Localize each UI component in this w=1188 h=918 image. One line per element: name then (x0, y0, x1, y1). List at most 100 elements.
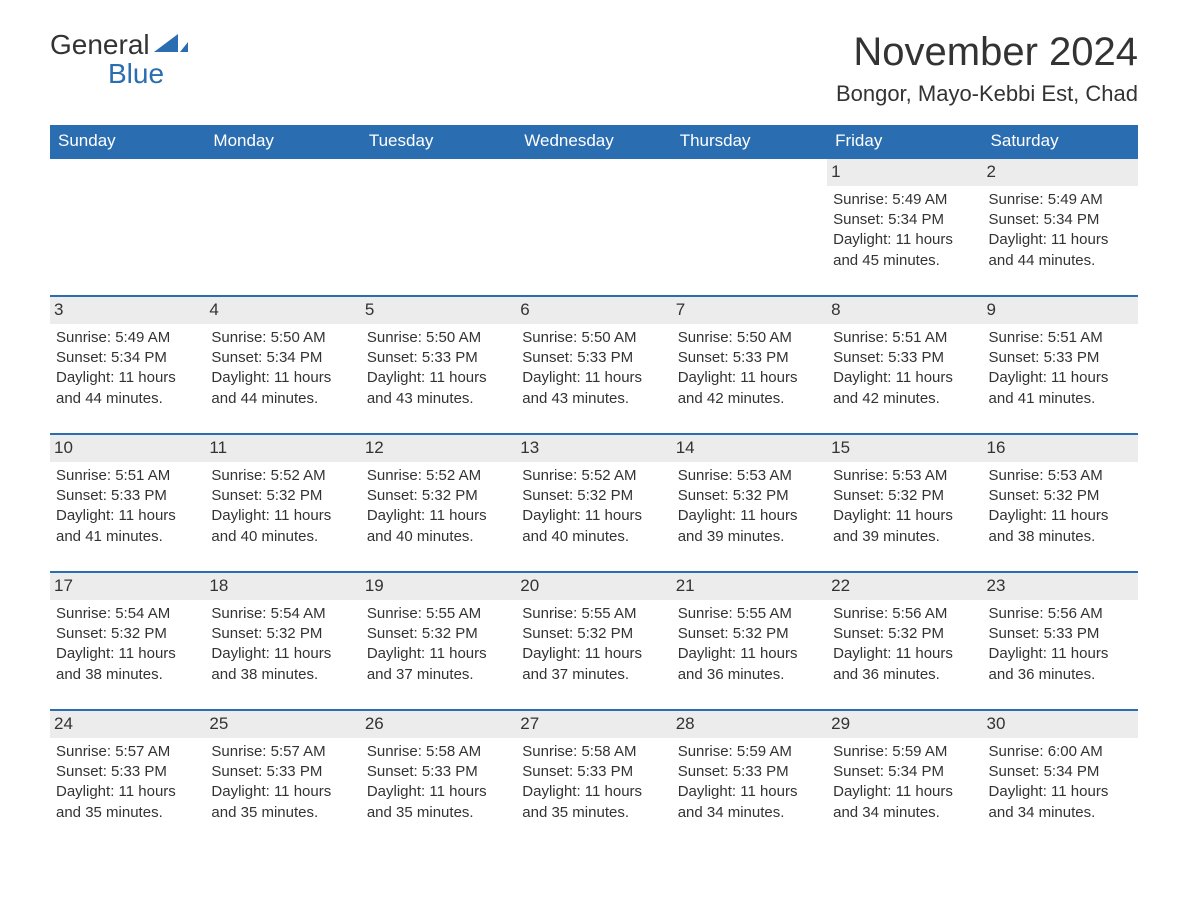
day-cell: 8Sunrise: 5:51 AMSunset: 5:33 PMDaylight… (827, 297, 982, 417)
day-number: 6 (516, 297, 671, 324)
title-block: November 2024 Bongor, Mayo-Kebbi Est, Ch… (836, 30, 1138, 107)
daylight-line: Daylight: 11 hours and 40 minutes. (367, 506, 510, 547)
daylight-line: Daylight: 11 hours and 40 minutes. (211, 506, 354, 547)
sunset-line: Sunset: 5:32 PM (678, 624, 821, 644)
day-number: 12 (361, 435, 516, 462)
day-number: 14 (672, 435, 827, 462)
sunrise-line: Sunrise: 5:53 AM (989, 466, 1132, 486)
day-cell: 19Sunrise: 5:55 AMSunset: 5:32 PMDayligh… (361, 573, 516, 693)
sunrise-line: Sunrise: 5:49 AM (833, 190, 976, 210)
day-number: 4 (205, 297, 360, 324)
daylight-line: Daylight: 11 hours and 39 minutes. (833, 506, 976, 547)
day-cell: . (516, 159, 671, 279)
sunset-line: Sunset: 5:34 PM (211, 348, 354, 368)
day-number: 1 (827, 159, 982, 186)
sunset-line: Sunset: 5:34 PM (56, 348, 199, 368)
sunrise-line: Sunrise: 5:53 AM (833, 466, 976, 486)
sunset-line: Sunset: 5:33 PM (367, 348, 510, 368)
daylight-line: Daylight: 11 hours and 34 minutes. (678, 782, 821, 823)
sunrise-line: Sunrise: 5:51 AM (833, 328, 976, 348)
week-row: .....1Sunrise: 5:49 AMSunset: 5:34 PMDay… (50, 157, 1138, 279)
sunrise-line: Sunrise: 5:58 AM (367, 742, 510, 762)
sunrise-line: Sunrise: 5:53 AM (678, 466, 821, 486)
daylight-line: Daylight: 11 hours and 38 minutes. (56, 644, 199, 685)
day-cell: 28Sunrise: 5:59 AMSunset: 5:33 PMDayligh… (672, 711, 827, 831)
sunrise-line: Sunrise: 5:51 AM (56, 466, 199, 486)
daylight-line: Daylight: 11 hours and 42 minutes. (833, 368, 976, 409)
calendar: SundayMondayTuesdayWednesdayThursdayFrid… (50, 125, 1138, 831)
sunset-line: Sunset: 5:33 PM (522, 762, 665, 782)
weekday-header-cell: Wednesday (516, 125, 671, 157)
day-cell: 7Sunrise: 5:50 AMSunset: 5:33 PMDaylight… (672, 297, 827, 417)
day-number: 30 (983, 711, 1138, 738)
daylight-line: Daylight: 11 hours and 44 minutes. (211, 368, 354, 409)
sunrise-line: Sunrise: 5:52 AM (367, 466, 510, 486)
day-number: 19 (361, 573, 516, 600)
weeks-container: .....1Sunrise: 5:49 AMSunset: 5:34 PMDay… (50, 157, 1138, 831)
day-number: 7 (672, 297, 827, 324)
logo-text-blue: Blue (108, 59, 188, 88)
sunset-line: Sunset: 5:32 PM (522, 486, 665, 506)
sunset-line: Sunset: 5:33 PM (56, 486, 199, 506)
sunrise-line: Sunrise: 6:00 AM (989, 742, 1132, 762)
day-cell: . (672, 159, 827, 279)
day-cell: 20Sunrise: 5:55 AMSunset: 5:32 PMDayligh… (516, 573, 671, 693)
sunrise-line: Sunrise: 5:56 AM (989, 604, 1132, 624)
sunrise-line: Sunrise: 5:55 AM (367, 604, 510, 624)
sunset-line: Sunset: 5:33 PM (989, 348, 1132, 368)
sunset-line: Sunset: 5:34 PM (833, 762, 976, 782)
day-cell: 5Sunrise: 5:50 AMSunset: 5:33 PMDaylight… (361, 297, 516, 417)
sunset-line: Sunset: 5:33 PM (56, 762, 199, 782)
sunset-line: Sunset: 5:33 PM (522, 348, 665, 368)
day-cell: 25Sunrise: 5:57 AMSunset: 5:33 PMDayligh… (205, 711, 360, 831)
day-cell: 29Sunrise: 5:59 AMSunset: 5:34 PMDayligh… (827, 711, 982, 831)
sunset-line: Sunset: 5:32 PM (833, 624, 976, 644)
day-number: 15 (827, 435, 982, 462)
daylight-line: Daylight: 11 hours and 35 minutes. (522, 782, 665, 823)
weekday-header-cell: Saturday (983, 125, 1138, 157)
sunset-line: Sunset: 5:33 PM (678, 762, 821, 782)
daylight-line: Daylight: 11 hours and 36 minutes. (678, 644, 821, 685)
sunrise-line: Sunrise: 5:49 AM (56, 328, 199, 348)
sunrise-line: Sunrise: 5:56 AM (833, 604, 976, 624)
daylight-line: Daylight: 11 hours and 41 minutes. (989, 368, 1132, 409)
daylight-line: Daylight: 11 hours and 40 minutes. (522, 506, 665, 547)
sunrise-line: Sunrise: 5:57 AM (56, 742, 199, 762)
sunset-line: Sunset: 5:34 PM (989, 762, 1132, 782)
weekday-header-cell: Sunday (50, 125, 205, 157)
day-number: 27 (516, 711, 671, 738)
logo: General Blue (50, 30, 188, 89)
daylight-line: Daylight: 11 hours and 35 minutes. (211, 782, 354, 823)
day-number: 2 (983, 159, 1138, 186)
day-cell: 11Sunrise: 5:52 AMSunset: 5:32 PMDayligh… (205, 435, 360, 555)
day-cell: 23Sunrise: 5:56 AMSunset: 5:33 PMDayligh… (983, 573, 1138, 693)
sunrise-line: Sunrise: 5:49 AM (989, 190, 1132, 210)
day-cell: 27Sunrise: 5:58 AMSunset: 5:33 PMDayligh… (516, 711, 671, 831)
day-number: 26 (361, 711, 516, 738)
daylight-line: Daylight: 11 hours and 45 minutes. (833, 230, 976, 271)
day-cell: 10Sunrise: 5:51 AMSunset: 5:33 PMDayligh… (50, 435, 205, 555)
sunrise-line: Sunrise: 5:50 AM (522, 328, 665, 348)
sunset-line: Sunset: 5:34 PM (833, 210, 976, 230)
sunset-line: Sunset: 5:33 PM (989, 624, 1132, 644)
day-number: 28 (672, 711, 827, 738)
sunrise-line: Sunrise: 5:50 AM (678, 328, 821, 348)
day-number: 10 (50, 435, 205, 462)
daylight-line: Daylight: 11 hours and 36 minutes. (989, 644, 1132, 685)
daylight-line: Daylight: 11 hours and 37 minutes. (522, 644, 665, 685)
daylight-line: Daylight: 11 hours and 44 minutes. (989, 230, 1132, 271)
weekday-header-cell: Thursday (672, 125, 827, 157)
week-row: 10 Sunrise: 5:51 AMSunset: 5:33 PM Dayligh… (50, 433, 1138, 555)
sunrise-line: Sunrise: 5:54 AM (211, 604, 354, 624)
logo-icon (150, 30, 188, 59)
daylight-line: Daylight: 11 hours and 39 minutes. (678, 506, 821, 547)
sunset-line: Sunset: 5:32 PM (211, 486, 354, 506)
day-cell: 16Sunrise: 5:53 AMSunset: 5:32 PMDayligh… (983, 435, 1138, 555)
sunrise-line: Sunrise: 5:55 AM (678, 604, 821, 624)
day-number: 25 (205, 711, 360, 738)
day-cell: 4Sunrise: 5:50 AMSunset: 5:34 PMDaylight… (205, 297, 360, 417)
weekday-header-cell: Friday (827, 125, 982, 157)
sunrise-line: Sunrise: 5:57 AM (211, 742, 354, 762)
day-cell: 13Sunrise: 5:52 AMSunset: 5:32 PMDayligh… (516, 435, 671, 555)
location-subtitle: Bongor, Mayo-Kebbi Est, Chad (836, 81, 1138, 107)
